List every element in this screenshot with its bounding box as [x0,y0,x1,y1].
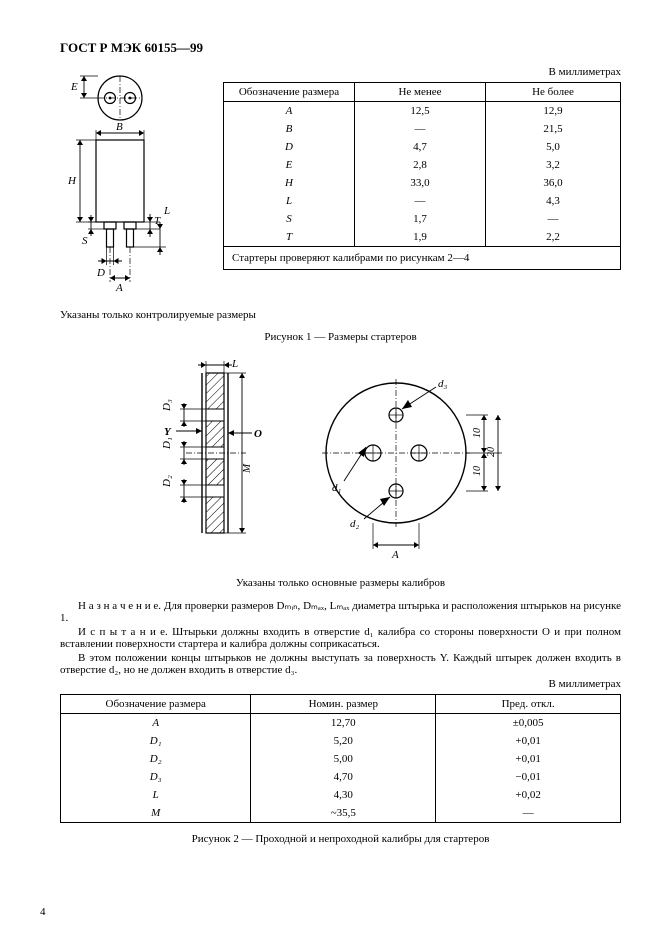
t2r1c1: 5,20 [251,732,436,750]
para-испытание: И с п ы т а н и е. Штырьки должны входит… [60,626,621,650]
fig1-label-A: A [115,282,123,294]
t2-h3: Пред. откл. [436,695,621,714]
fig2-dim-10a: 10 [472,428,483,438]
fig2-label-A: A [391,549,399,561]
t1r0c2: 12,9 [486,102,621,121]
t2r0c1: 12,70 [251,714,436,733]
fig1-note: Указаны только контролируемые размеры [60,309,621,321]
t1r1c2: 21,5 [486,120,621,138]
p2-label: И с п ы т а н и е. [78,626,168,638]
t1r3c2: 3,2 [486,156,621,174]
t2r2c2: +0,01 [436,750,621,768]
table2: Обозначение размера Номин. размер Пред. … [60,694,621,823]
fig2-caption: Рисунок 2 — Проходной и непроходной кали… [60,833,621,845]
t1r4c0: H [224,174,355,192]
t1-h1: Обозначение размера [224,83,355,102]
fig2-label-d3: d₃ [438,378,448,390]
t2r1c2: +0,01 [436,732,621,750]
t1r2c0: D [224,138,355,156]
t2-h1: Обозначение размера [61,695,251,714]
fig1-label-L: L [163,205,170,217]
t2r4c1: 4,30 [251,786,436,804]
t1r5c1: — [355,192,486,210]
t1-h3: Не более [486,83,621,102]
fig2-label-d2: d₂ [350,518,360,530]
t1r0c1: 12,5 [355,102,486,121]
t1r6c2: — [486,210,621,228]
para-3: В этом положении концы штырьков не должн… [60,652,621,676]
t1r1c0: B [224,120,355,138]
fig2-label-D3: D₃ [161,399,173,412]
fig1-label-B: B [116,121,123,133]
t2r2c0: D₂ [61,750,251,768]
t1-h2: Не менее [355,83,486,102]
t2r3c0: D₃ [61,768,251,786]
fig1-label-D: D [96,267,105,279]
fig2-label-Y: Y [164,426,172,438]
t2r1c0: D₁ [61,732,251,750]
fig1-label-S: S [82,235,88,247]
figure1-diagram: E B [60,66,205,305]
t2r0c0: A [61,714,251,733]
fig2-label-L: L [231,358,238,370]
t2r4c2: +0,02 [436,786,621,804]
t1r5c2: 4,3 [486,192,621,210]
fig2-dim-10b: 10 [472,466,483,476]
t1r3c0: E [224,156,355,174]
t2r5c2: — [436,804,621,823]
t1-footer: Стартеры проверяют калибрами по рисункам… [224,247,621,270]
t1r2c2: 5,0 [486,138,621,156]
fig2-label-D2: D₂ [161,475,173,488]
fig2-dim-20: 20 [486,447,497,457]
t2r2c1: 5,00 [251,750,436,768]
t1r6c1: 1,7 [355,210,486,228]
t1r7c2: 2,2 [486,228,621,247]
fig2-note: Указаны только основные размеры калибров [60,577,621,589]
figure2-diagram: L Y O D₃ D₁ D₂ [60,353,621,567]
doc-header: ГОСТ Р МЭК 60155—99 [60,40,621,56]
t1r4c2: 36,0 [486,174,621,192]
t1r0c0: A [224,102,355,121]
t2r3c1: 4,70 [251,768,436,786]
t2r0c2: ±0,005 [436,714,621,733]
p1-label: Н а з н а ч е н и е. [78,600,161,612]
fig2-label-D1: D₁ [161,437,173,450]
fig2-label-d1: d₁ [332,482,342,494]
t1r7c0: T [224,228,355,247]
t1r2c1: 4,7 [355,138,486,156]
t1r6c0: S [224,210,355,228]
t2r5c1: ~35,5 [251,804,436,823]
t2r4c0: L [61,786,251,804]
fig2-label-O: O [254,428,262,440]
fig1-label-H: H [67,175,77,187]
fig1-caption: Рисунок 1 — Размеры стартеров [60,331,621,343]
fig1-label-E: E [70,81,78,93]
t1r7c1: 1,9 [355,228,486,247]
figure1-region: E B [60,66,621,305]
t2r5c0: M [61,804,251,823]
para-назначение: Н а з н а ч е н и е. Для проверки размер… [60,599,621,624]
table1: Обозначение размера Не менее Не более A … [223,82,621,270]
t1r3c1: 2,8 [355,156,486,174]
fig2-label-M: M [241,463,253,474]
page-number: 4 [40,906,46,918]
t2-h2: Номин. размер [251,695,436,714]
t2r3c2: −0,01 [436,768,621,786]
t1r5c0: L [224,192,355,210]
unit-note-1: В миллиметрах [223,66,621,78]
t1r1c1: — [355,120,486,138]
unit-note-2: В миллиметрах [60,678,621,690]
t1r4c1: 33,0 [355,174,486,192]
